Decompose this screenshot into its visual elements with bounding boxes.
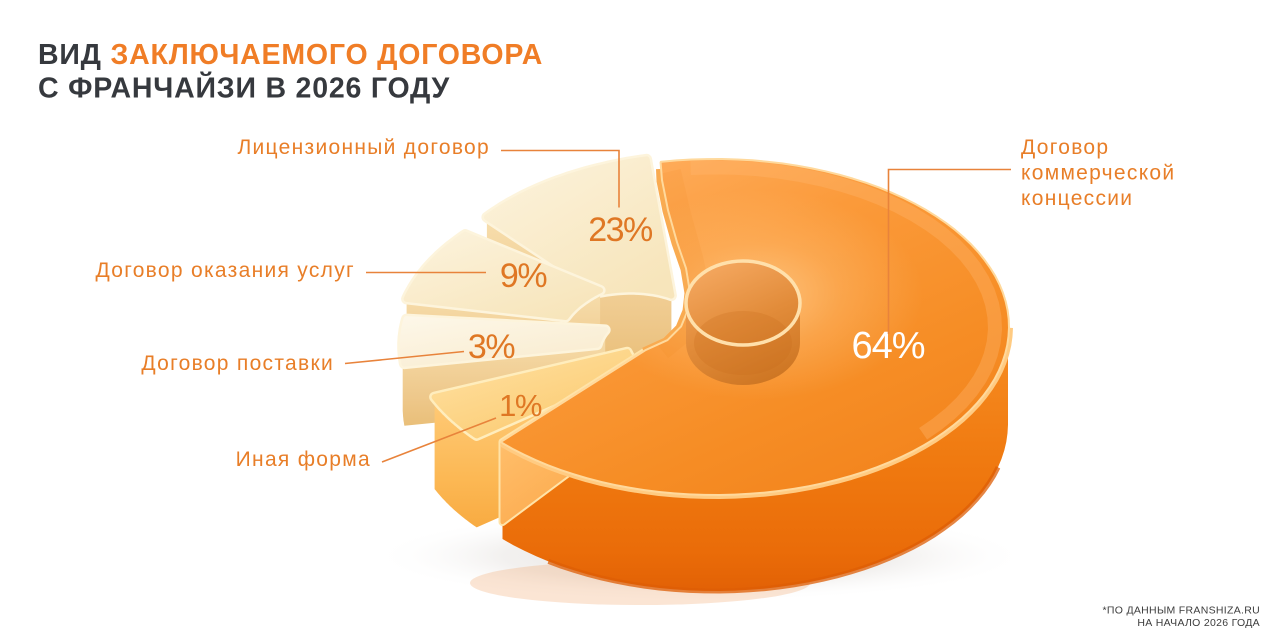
svg-text:коммерческой: коммерческой bbox=[1021, 162, 1175, 185]
svg-text:23%: 23% bbox=[588, 211, 653, 249]
svg-text:Лицензионный договор: Лицензионный договор bbox=[237, 136, 490, 159]
svg-text:9%: 9% bbox=[500, 257, 547, 295]
svg-text:1%: 1% bbox=[499, 388, 542, 423]
svg-text:*ПО ДАННЫМ FRANSHIZA.RU: *ПО ДАННЫМ FRANSHIZA.RU bbox=[1103, 605, 1260, 617]
svg-text:Договор: Договор bbox=[1021, 136, 1109, 159]
svg-text:ВИД ЗАКЛЮЧАЕМОГО ДОГОВОРА: ВИД ЗАКЛЮЧАЕМОГО ДОГОВОРА bbox=[38, 39, 543, 71]
svg-text:НА НАЧАЛО 2026 ГОДА: НА НАЧАЛО 2026 ГОДА bbox=[1137, 617, 1260, 629]
svg-text:концессии: концессии bbox=[1021, 187, 1133, 210]
svg-text:Договор поставки: Договор поставки bbox=[141, 352, 334, 375]
svg-text:С ФРАНЧАЙЗИ В 2026 ГОДУ: С ФРАНЧАЙЗИ В 2026 ГОДУ bbox=[38, 72, 450, 105]
svg-text:Иная форма: Иная форма bbox=[236, 448, 371, 471]
svg-text:3%: 3% bbox=[468, 328, 515, 366]
svg-text:Договор оказания услуг: Договор оказания услуг bbox=[95, 259, 355, 282]
